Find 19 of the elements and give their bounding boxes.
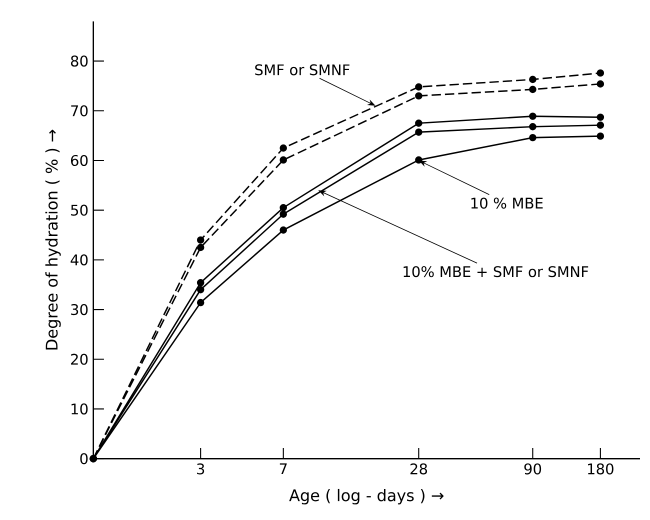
x-tick-label: 7 xyxy=(280,463,287,474)
x-tick-label: 90 xyxy=(524,463,542,474)
y-tick-label: 40 xyxy=(70,254,88,266)
y-tick-label: 70 xyxy=(71,105,88,116)
y-tick-label: 10 xyxy=(72,403,88,415)
x-tick-label: 28 xyxy=(410,463,428,474)
x-tick-label: 180 xyxy=(588,463,614,474)
x-axis-title: Age ( log - days ) → xyxy=(289,488,444,504)
annotation: 10% MBE + SMF or SMNF xyxy=(404,266,588,278)
y-axis-title: Degree of hydration ( % ) → xyxy=(45,130,61,350)
y-tick-label: 80 xyxy=(70,56,88,67)
y-tick-label: 50 xyxy=(71,204,88,216)
y-tick-label: 20 xyxy=(71,354,88,365)
annotation: SMF or SMNF xyxy=(255,64,350,76)
y-tick-label: 0 xyxy=(80,453,88,464)
y-tick-label: 30 xyxy=(71,304,88,316)
y-tick-label: 60 xyxy=(70,154,88,166)
annotation: 10 % MBE xyxy=(471,198,543,209)
x-tick-label: 3 xyxy=(197,463,204,474)
